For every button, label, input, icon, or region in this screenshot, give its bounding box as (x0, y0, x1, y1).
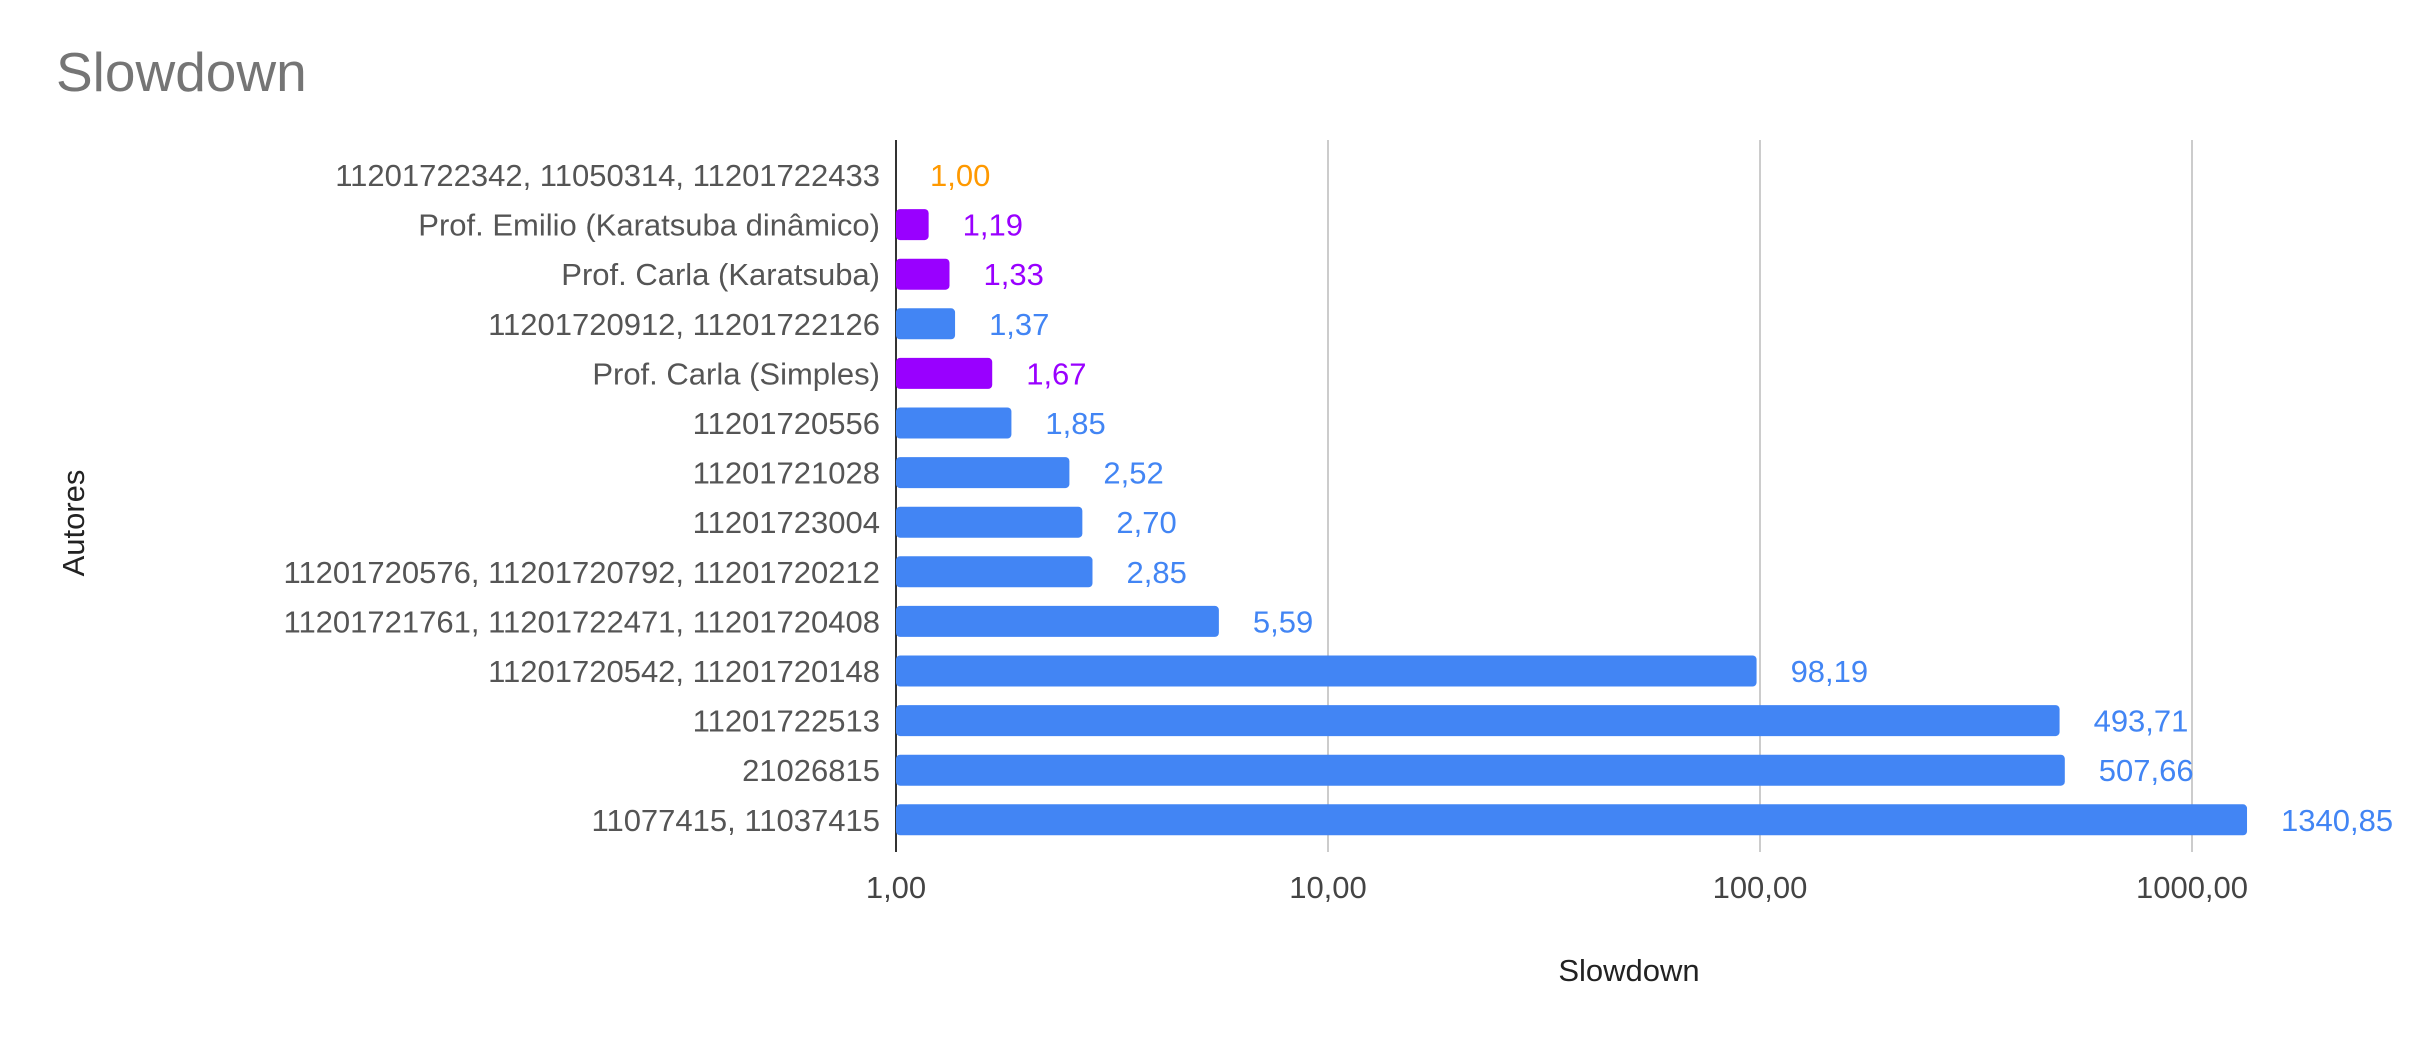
x-tick-label: 100,00 (1713, 870, 1808, 905)
category-label: Prof. Carla (Karatsuba) (561, 257, 880, 292)
x-axis-title: Slowdown (1558, 953, 1699, 988)
category-label: 11077415, 11037415 (592, 803, 880, 838)
chart-title: Slowdown (56, 41, 307, 103)
data-label: 5,59 (1253, 604, 1313, 639)
data-label: 2,70 (1116, 505, 1176, 540)
bar (896, 655, 1757, 687)
category-label: 11201722513 (693, 704, 880, 739)
category-label: 11201720912, 11201722126 (488, 307, 880, 342)
data-label: 493,71 (2094, 704, 2189, 739)
x-tick-label: 1,00 (866, 870, 926, 905)
data-label: 507,66 (2099, 753, 2194, 788)
data-label: 98,19 (1791, 654, 1869, 689)
x-tick-label: 10,00 (1289, 870, 1367, 905)
data-label: 1,37 (989, 307, 1049, 342)
data-label: 1340,85 (2281, 803, 2393, 838)
category-label: 11201720542, 11201720148 (488, 654, 880, 689)
bar (896, 258, 950, 290)
gridlines (895, 140, 2193, 852)
bar (896, 804, 2248, 836)
bars (896, 209, 2248, 836)
data-label: 1,19 (963, 208, 1023, 243)
bar (896, 407, 1012, 439)
data-label: 2,52 (1103, 456, 1163, 491)
bar (896, 357, 993, 389)
bar (896, 605, 1219, 637)
data-label: 1,67 (1026, 356, 1086, 391)
data-label: 1,00 (930, 158, 990, 193)
data-label: 1,33 (984, 257, 1044, 292)
category-labels: 11201722342, 11050314, 11201722433 Prof. … (284, 158, 881, 838)
category-label: 11201721761, 11201722471, 11201720408 (284, 604, 881, 639)
data-label: 1,85 (1045, 406, 1105, 441)
category-label: 11201721028 (693, 456, 880, 491)
category-label: 11201723004 (693, 505, 880, 540)
category-label: Prof. Emilio (Karatsuba dinâmico) (418, 208, 880, 243)
category-label: 11201720576, 11201720792, 11201720212 (284, 555, 881, 590)
bar (896, 556, 1093, 588)
bar (896, 754, 2065, 786)
data-labels: 1,00 1,19 1,33 1,37 1,67 1,85 2,52 2,70 2,85 5,59… (930, 158, 2393, 838)
category-label: 11201722342, 11050314, 11201722433 (335, 158, 880, 193)
data-label: 2,85 (1126, 555, 1186, 590)
x-tick-labels: 1,00 10,00 100,00 1000,00 (866, 870, 2248, 905)
bar (896, 705, 2060, 737)
bar (896, 506, 1083, 538)
bar (896, 457, 1070, 489)
category-label: 21026815 (742, 753, 880, 788)
bar (896, 209, 929, 241)
y-axis-title: Autores (56, 470, 91, 577)
bar (896, 308, 956, 340)
category-label: Prof. Carla (Simples) (592, 356, 880, 391)
category-label: 11201720556 (693, 406, 880, 441)
x-tick-label: 1000,00 (2136, 870, 2248, 905)
